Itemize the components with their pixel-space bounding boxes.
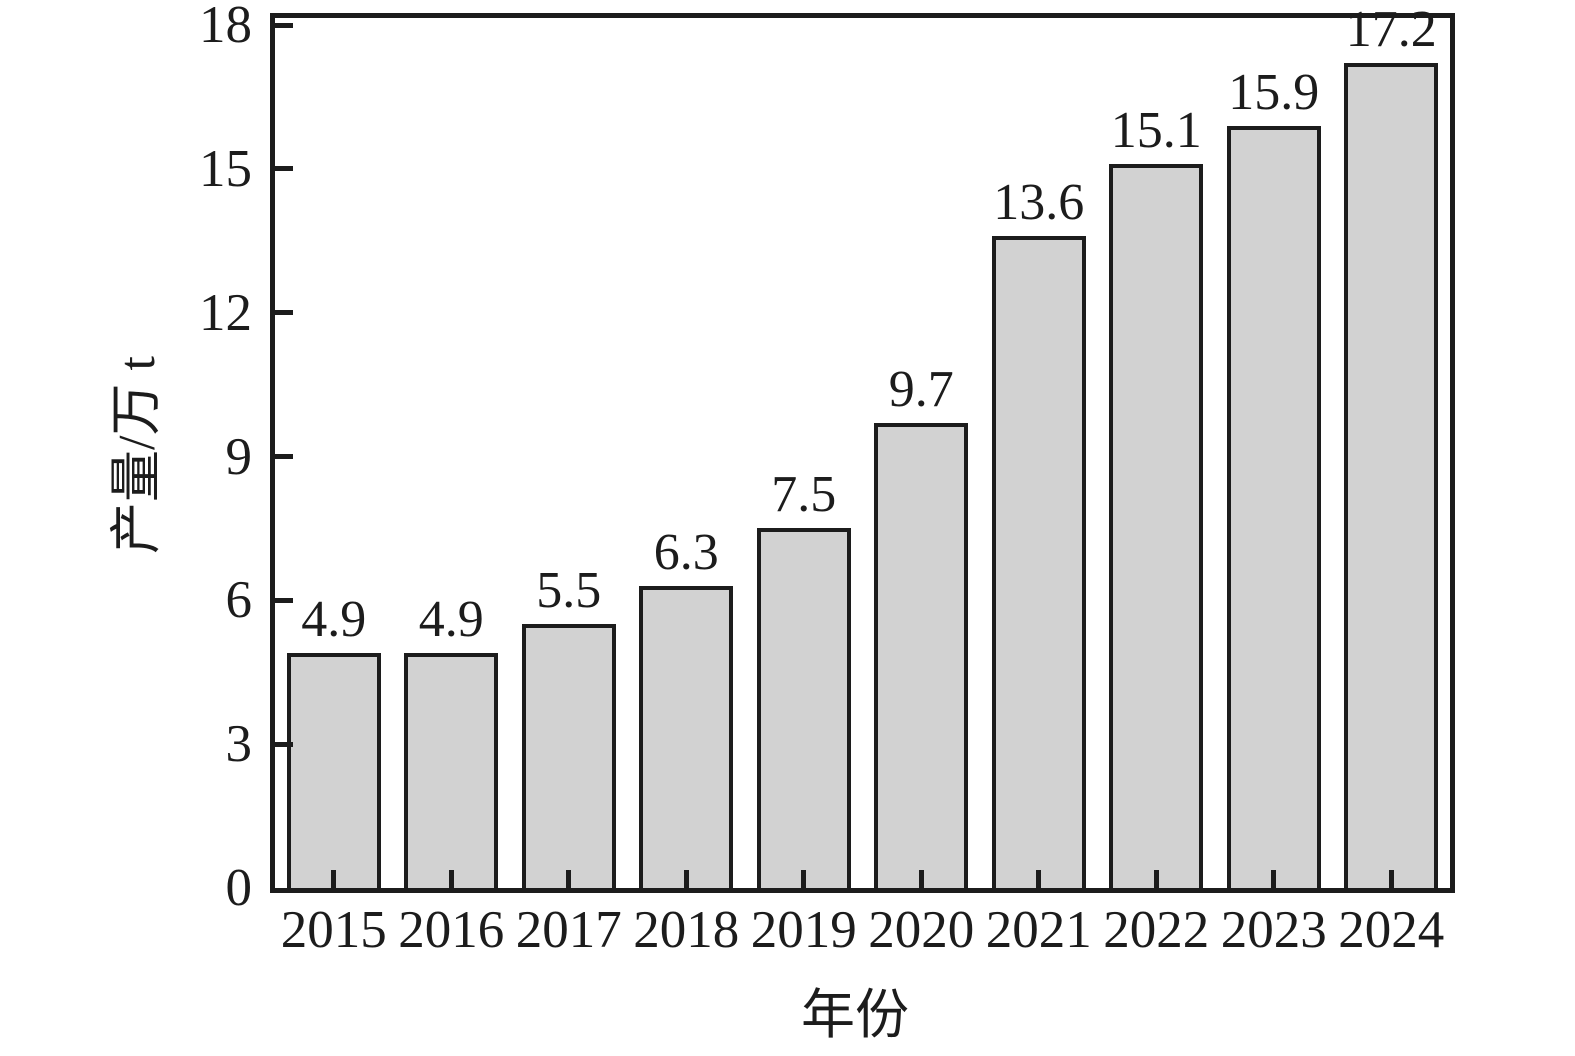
y-axis-tick — [275, 166, 293, 172]
x-axis-tick — [448, 870, 454, 888]
bar-value-label: 15.9 — [1228, 63, 1320, 121]
x-axis-tick-label: 2015 — [280, 901, 387, 959]
x-axis-tick-label: 2021 — [985, 901, 1092, 959]
y-axis-tick-label: 3 — [225, 715, 253, 774]
bar-2015 — [286, 653, 381, 888]
y-axis-tick — [275, 597, 293, 603]
x-axis-tick-label: 2024 — [1338, 901, 1445, 959]
y-axis-tick — [275, 310, 293, 316]
y-axis-tick — [275, 22, 293, 28]
bar-value-label: 4.9 — [418, 591, 484, 649]
bar-2017 — [521, 624, 616, 888]
bar-2024 — [1344, 63, 1439, 888]
bar-value-label: 7.5 — [771, 466, 837, 524]
bar-2021 — [991, 236, 1086, 888]
y-axis-tick — [275, 454, 293, 460]
y-axis-tick-label: 18 — [199, 0, 252, 55]
y-axis-tick-label: 6 — [225, 571, 253, 630]
x-axis-tick — [918, 870, 924, 888]
x-axis-tick — [566, 870, 572, 888]
bar-2019 — [756, 528, 851, 888]
x-axis-tick-label: 2019 — [750, 901, 857, 959]
bar-value-label: 13.6 — [993, 174, 1085, 232]
x-axis-tick — [1153, 870, 1159, 888]
x-axis-tick-label: 2023 — [1220, 901, 1327, 959]
bar-2018 — [639, 585, 734, 888]
bar-value-label: 15.1 — [1110, 102, 1202, 160]
bar-value-label: 4.9 — [301, 591, 367, 649]
y-axis-tick — [275, 741, 293, 747]
bar-2020 — [874, 422, 969, 888]
bar-2016 — [404, 653, 499, 888]
x-axis-tick — [801, 870, 807, 888]
bar-value-label: 17.2 — [1345, 1, 1437, 59]
x-axis-tick-label: 2020 — [868, 901, 975, 959]
bar-2022 — [1109, 164, 1204, 888]
y-axis-tick-label: 15 — [199, 139, 252, 198]
x-axis-tick — [683, 870, 689, 888]
y-axis-tick-label: 12 — [199, 283, 252, 342]
x-axis-tick-label: 2016 — [398, 901, 505, 959]
x-axis-tick-label: 2017 — [515, 901, 622, 959]
x-axis-tick — [1271, 870, 1277, 888]
x-axis-title: 年份 — [801, 985, 909, 1045]
x-axis-tick-label: 2022 — [1103, 901, 1210, 959]
bar-value-label: 6.3 — [653, 523, 719, 581]
bar-value-label: 9.7 — [888, 360, 954, 418]
bar-2023 — [1226, 125, 1321, 888]
x-axis-tick — [1036, 870, 1042, 888]
x-axis-tick — [1388, 870, 1394, 888]
x-axis-tick-label: 2018 — [633, 901, 740, 959]
y-axis-tick-label: 0 — [225, 859, 253, 917]
bar-value-label: 5.5 — [536, 562, 602, 620]
y-axis-tick-label: 9 — [225, 427, 253, 486]
x-axis-tick — [331, 870, 337, 888]
